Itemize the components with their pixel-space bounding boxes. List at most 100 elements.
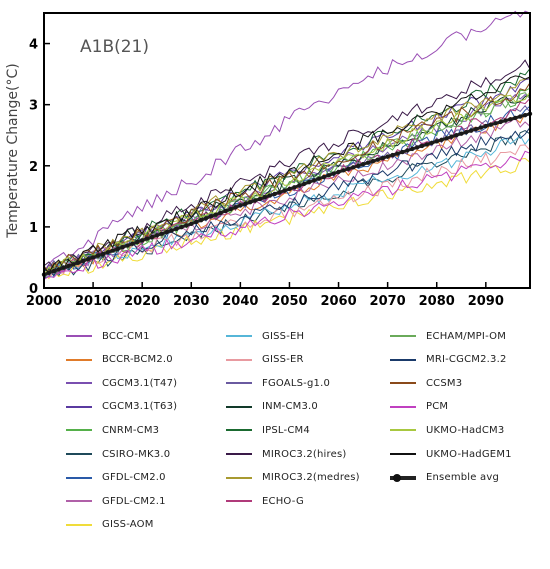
- legend-swatch: [66, 453, 92, 455]
- ensemble-point: [473, 126, 479, 132]
- x-tick-label: 2060: [320, 294, 356, 309]
- x-tick-label: 2080: [419, 294, 455, 309]
- ensemble-point: [306, 179, 312, 185]
- ensemble-point: [400, 149, 405, 155]
- ensemble-point: [326, 173, 331, 178]
- legend-swatch: [226, 453, 252, 455]
- ensemble-point: [95, 253, 101, 258]
- ensemble-point: [252, 198, 258, 203]
- ensemble-point: [429, 140, 435, 146]
- legend-swatch: [390, 429, 416, 432]
- ensemble-point: [257, 196, 263, 202]
- legend-item: CSIRO-MK3.0: [66, 446, 170, 462]
- ensemble-point: [184, 223, 189, 228]
- y-axis: 0 1 2 3 4: [29, 38, 50, 297]
- ensemble-point: [351, 165, 356, 170]
- ensemble-point: [419, 143, 425, 149]
- ensemble-point: [331, 171, 336, 176]
- series-line-miroc3-2-hires: [43, 59, 531, 269]
- ensemble-point: [61, 265, 66, 270]
- legend-item: INM-CM3.0: [226, 399, 318, 415]
- ensemble-point: [360, 162, 366, 167]
- scenario-label: A1B(21): [80, 37, 149, 57]
- ensemble-point: [203, 216, 209, 221]
- ensemble-point: [169, 228, 174, 233]
- ensemble-point: [493, 121, 498, 126]
- series-line-ukmo-hadgem1: [43, 75, 531, 274]
- legend-label: CCSM3: [426, 377, 463, 389]
- ensemble-point: [444, 136, 449, 141]
- x-tick-label: 2050: [271, 294, 307, 309]
- ensemble-point: [301, 181, 307, 187]
- ensemble-point: [238, 203, 243, 208]
- legend-swatch: [390, 382, 416, 385]
- ensemble-point: [144, 236, 150, 241]
- legend-label: GISS-AOM: [102, 519, 154, 531]
- ensemble-point: [262, 195, 268, 200]
- legend-swatch: [66, 382, 92, 385]
- legend-swatch: [390, 405, 416, 408]
- ensemble-point: [297, 183, 302, 188]
- ensemble-point: [341, 168, 346, 173]
- legend-item: UKMO-HadCM3: [390, 422, 504, 438]
- legend-swatch: [390, 473, 416, 482]
- ensemble-point: [154, 233, 160, 238]
- legend-item: FGOALS-g1.0: [226, 375, 330, 391]
- legend-label: CNRM-CM3: [102, 424, 160, 436]
- ensemble-point: [365, 160, 371, 165]
- ensemble-point: [395, 151, 400, 156]
- legend-item: CGCM3.1(T47): [66, 375, 177, 391]
- ensemble-point: [105, 250, 111, 255]
- ensemble-point: [135, 239, 140, 245]
- ensemble-point: [208, 214, 214, 219]
- ensemble-point: [213, 212, 219, 217]
- ensemble-point: [189, 221, 194, 227]
- x-axis: 2000 2010 2020 2030 2040 2050 2060 2070 2080 2090: [26, 282, 504, 309]
- legend-label: CGCM3.1(T63): [102, 401, 178, 413]
- ensemble-point: [228, 206, 233, 212]
- legend-swatch: [390, 453, 416, 455]
- y-tick-label: 1: [29, 221, 38, 236]
- legend-label: MIROC3.2(medres): [262, 472, 360, 484]
- ensemble-point: [233, 205, 238, 210]
- legend-swatch: [226, 335, 252, 337]
- ensemble-point: [76, 260, 81, 265]
- ensemble-point: [125, 243, 130, 248]
- ensemble-point: [287, 186, 292, 192]
- ensemble-point: [483, 123, 489, 129]
- legend-item: BCC-CM1: [66, 328, 150, 344]
- ensemble-point: [513, 115, 518, 121]
- ensemble-point: [424, 142, 430, 147]
- series-line-ensemble-avg: [43, 112, 531, 277]
- legend-label: CSIRO-MK3.0: [102, 448, 171, 460]
- ensemble-point: [243, 201, 248, 207]
- legend-label: GISS-ER: [262, 354, 304, 366]
- legend-swatch: [66, 405, 92, 408]
- series-line-bcc-cm1: [43, 10, 531, 273]
- legend-label: ECHAM/MPI-OM: [426, 330, 507, 342]
- series-line-giss-eh: [43, 134, 531, 278]
- legend-swatch: [226, 358, 252, 361]
- ensemble-point: [449, 134, 454, 139]
- series-line-pcm: [43, 150, 531, 280]
- legend-item: BCCR-BCM2.0: [66, 352, 173, 368]
- x-tick-label: 2010: [75, 294, 111, 309]
- ensemble-point: [488, 122, 493, 127]
- legend-item: ECHAM/MPI-OM: [390, 328, 506, 344]
- y-tick-label: 3: [29, 99, 38, 114]
- legend-label: ECHO-G: [262, 495, 304, 507]
- legend-item: GFDL-CM2.1: [66, 493, 166, 509]
- ensemble-point: [508, 117, 513, 122]
- legend-item: ECHO-G: [226, 493, 304, 509]
- x-tick-label: 2070: [370, 294, 406, 309]
- ensemble-point: [90, 255, 96, 260]
- legend: BCC-CM1 BCCR-BCM2.0 CGCM3.1(T47) CGCM3.1(T6…: [0, 322, 550, 562]
- legend-swatch: [226, 476, 252, 479]
- legend-item: Ensemble avg: [390, 470, 499, 486]
- ensemble-point: [311, 178, 317, 183]
- ensemble-point: [149, 234, 155, 240]
- ensemble-point: [385, 154, 390, 159]
- legend-swatch: [66, 476, 92, 479]
- ensemble-point: [66, 263, 71, 269]
- legend-label: CGCM3.1(T47): [102, 377, 178, 389]
